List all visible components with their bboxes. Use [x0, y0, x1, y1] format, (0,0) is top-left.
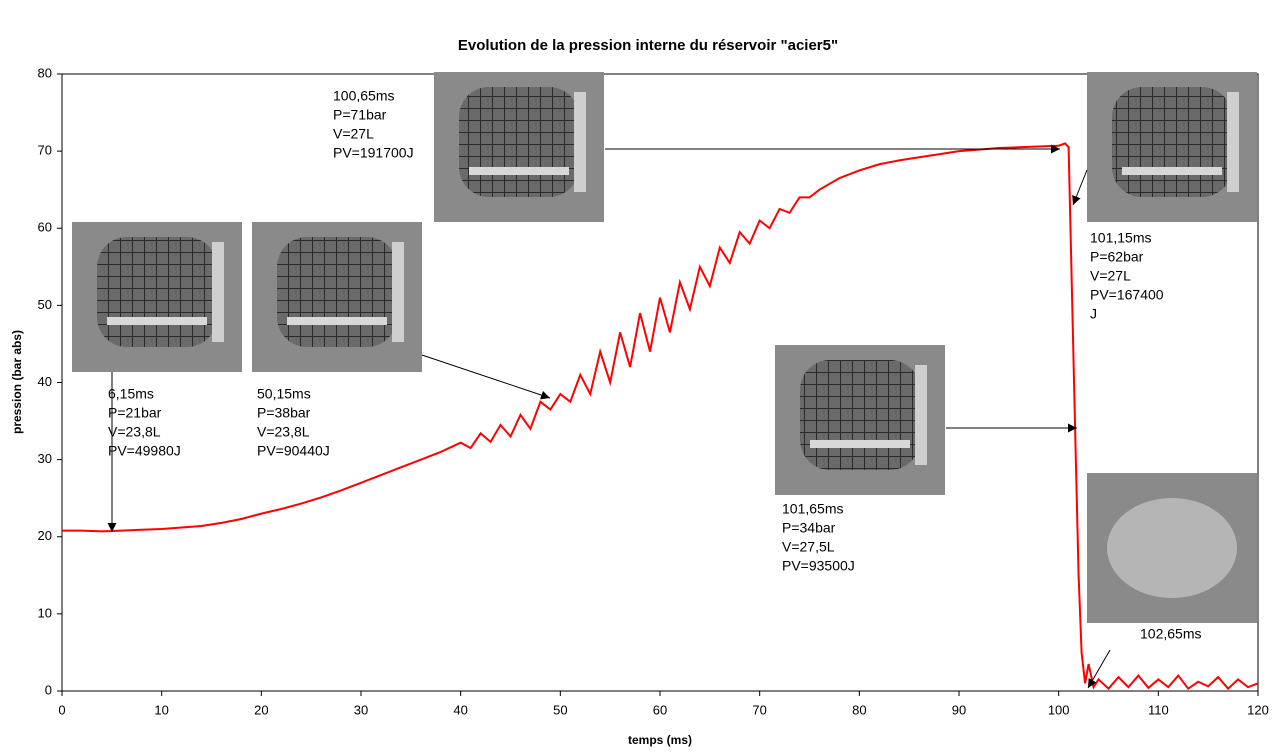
x-tick-label: 100	[1048, 702, 1070, 717]
annotation-text: V=27L	[1090, 268, 1131, 284]
data-line	[62, 142, 1259, 691]
x-tick-label: 30	[354, 702, 368, 717]
photo-band	[107, 317, 207, 325]
annotation-text: P=38bar	[257, 405, 311, 421]
annotation-text: V=23,8L	[257, 424, 310, 440]
photo-band	[469, 167, 569, 175]
annotation-text: 101,65ms	[782, 501, 843, 517]
annotation-text: 6,15ms	[108, 386, 154, 402]
photo-ring	[915, 365, 927, 465]
annotation-text: V=27L	[333, 126, 374, 142]
photo-tank	[800, 360, 920, 470]
x-tick-label: 40	[453, 702, 467, 717]
annotation-text: P=71bar	[333, 107, 387, 123]
arrow	[1072, 169, 1088, 206]
photo-band	[1122, 167, 1222, 175]
x-tick-label: 60	[653, 702, 667, 717]
annotation: 101,65ms P=34bar V=27,5L PV=93500J	[775, 345, 1077, 574]
x-tick-label: 0	[58, 702, 65, 717]
photo-tank	[459, 87, 579, 197]
chart-title: Evolution de la pression interne du rése…	[458, 37, 838, 54]
y-tick-label: 70	[38, 143, 52, 158]
photo-band	[287, 317, 387, 325]
x-tick-label: 110	[1148, 702, 1169, 717]
y-tick-label: 10	[38, 605, 52, 620]
photo-tank	[277, 237, 397, 347]
annotation-text: 102,65ms	[1140, 626, 1201, 642]
annotation-text: 100,65ms	[333, 88, 394, 104]
annotation: 102,65ms	[1087, 473, 1257, 689]
photo-burst	[1107, 498, 1237, 598]
arrow	[1087, 649, 1111, 689]
x-tick-label: 50	[553, 702, 567, 717]
y-tick-label: 80	[38, 65, 52, 80]
photo-ring	[1227, 92, 1239, 192]
y-tick-label: 50	[38, 297, 52, 312]
y-tick-label: 30	[38, 451, 52, 466]
annotation-text: 101,15ms	[1090, 230, 1151, 246]
annotation-text: PV=191700J	[333, 145, 414, 161]
annotation: 6,15ms P=21bar V=23,8L PV=49980J	[72, 222, 242, 532]
x-axis-label: temps (ms)	[628, 733, 692, 747]
annotation-text: PV=167400	[1090, 287, 1164, 303]
photo-tank	[97, 237, 217, 347]
annotation: 101,15ms P=62bar V=27L PV=167400 J	[1072, 72, 1257, 322]
annotation-text: PV=90440J	[257, 443, 330, 459]
annotation-text: V=27,5L	[782, 539, 835, 555]
arrow	[421, 354, 551, 400]
x-tick-label: 10	[154, 702, 168, 717]
annotation-text: PV=49980J	[108, 443, 181, 459]
annotation-text: V=23,8L	[108, 424, 161, 440]
annotation: 50,15ms P=38bar V=23,8L PV=90440J	[252, 222, 551, 459]
y-axis-label: pression (bar abs)	[10, 330, 24, 434]
y-tick-label: 40	[38, 374, 52, 389]
y-tick-label: 20	[38, 528, 52, 543]
photo-ring	[212, 242, 224, 342]
annotation-text: P=21bar	[108, 405, 162, 421]
photo-band	[810, 440, 910, 448]
photo-ring	[392, 242, 404, 342]
annotation: 100,65ms P=71bar V=27L PV=191700J	[333, 72, 1060, 222]
annotation-text: P=34bar	[782, 520, 836, 536]
x-tick-label: 90	[952, 702, 966, 717]
x-tick-label: 70	[752, 702, 766, 717]
annotation-text: P=62bar	[1090, 249, 1144, 265]
photo-tank	[1112, 87, 1232, 197]
x-tick-label: 120	[1247, 702, 1269, 717]
x-tick-label: 80	[852, 702, 866, 717]
annotation-text: J	[1090, 306, 1097, 322]
y-tick-label: 0	[45, 682, 52, 697]
x-tick-label: 20	[254, 702, 268, 717]
annotation-text: 50,15ms	[257, 386, 311, 402]
photo-ring	[574, 92, 586, 192]
y-tick-label: 60	[38, 220, 52, 235]
annotation-text: PV=93500J	[782, 558, 855, 574]
